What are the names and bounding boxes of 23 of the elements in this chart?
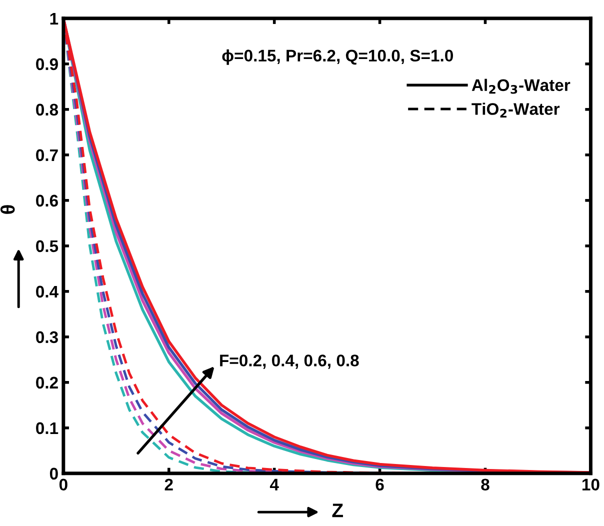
y-tick-label: 0.2 bbox=[36, 376, 58, 389]
y-tick-label: 0.4 bbox=[36, 286, 58, 298]
y-tick-label: 0.9 bbox=[36, 58, 58, 70]
x-tick-label: 4 bbox=[270, 478, 279, 490]
y-tick-label: 0.5 bbox=[36, 240, 58, 252]
x-axis-title: Z bbox=[332, 504, 343, 518]
x-tick-label: 8 bbox=[481, 478, 490, 491]
y-tick-label: 0.1 bbox=[36, 422, 58, 434]
y-tick-label: 1 bbox=[50, 12, 58, 24]
legend-label: Al$_{2}$O$_{3}$-Water bbox=[472, 78, 570, 94]
y-tick-label: 0.8 bbox=[36, 104, 58, 116]
y-tick-label: 0.6 bbox=[36, 194, 58, 207]
y-tick-label: 0.7 bbox=[36, 149, 58, 162]
annotation: F=0.2, 0.4, 0.6, 0.8 bbox=[220, 354, 359, 369]
legend-label: TiO$_{2}$-Water bbox=[472, 102, 560, 118]
y-tick-label: 0 bbox=[50, 468, 58, 480]
annotation: ϕ=0.15, Pr=6.2, Q=10.0, S=1.0 bbox=[222, 49, 453, 65]
x-tick-label: 6 bbox=[376, 478, 384, 491]
x-tick-label: 0 bbox=[59, 478, 68, 491]
y-axis-title: θ bbox=[0, 205, 15, 214]
y-tick-label: 0.3 bbox=[36, 331, 58, 344]
x-tick-label: 10 bbox=[582, 478, 600, 491]
x-tick-label: 2 bbox=[164, 478, 173, 490]
